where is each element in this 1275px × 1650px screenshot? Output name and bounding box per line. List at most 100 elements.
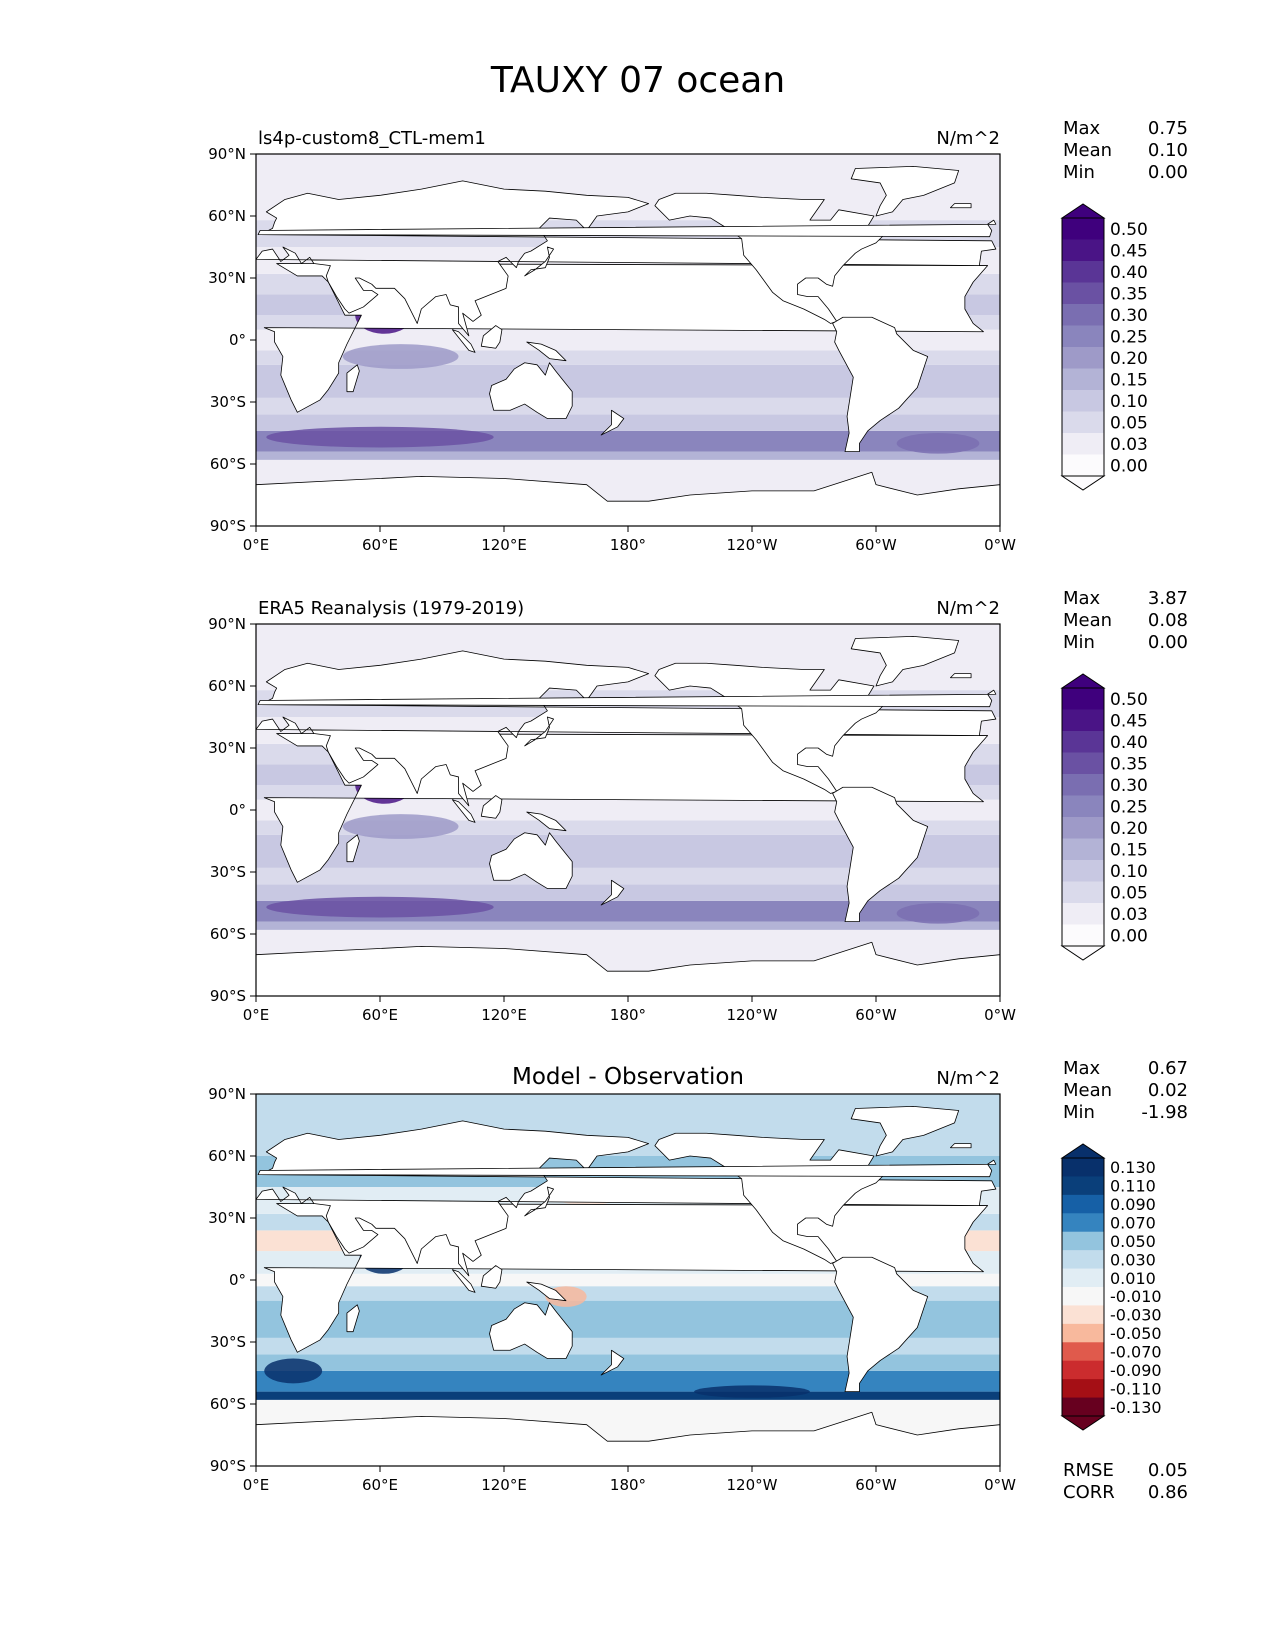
y-tick-label: 60°S — [210, 1395, 246, 1413]
panel-units: N/m^2 — [936, 1068, 1000, 1089]
colorbar-segment — [1062, 1268, 1104, 1288]
landmass-iceland — [950, 1143, 972, 1149]
colorbar-segment — [1062, 454, 1104, 477]
colorbar-segment — [1062, 1360, 1104, 1380]
landmass-uk — [257, 219, 997, 238]
y-tick-label: 90°S — [210, 987, 246, 1005]
colorbar-segment — [1062, 1194, 1104, 1214]
colorbar-segment — [1062, 817, 1104, 839]
colorbar-tick-label: 0.03 — [1110, 905, 1148, 925]
stat-value: 0.10 — [1148, 140, 1188, 161]
stat-value: -1.98 — [1141, 1102, 1188, 1123]
y-tick-label: 30°S — [210, 393, 246, 411]
contour-band — [256, 1354, 1000, 1371]
colorbar-tick-label: 0.30 — [1110, 776, 1148, 796]
x-tick-label: 120°E — [481, 536, 527, 554]
landmass-uk — [257, 1159, 997, 1178]
colorbar-extend-min — [1060, 475, 1106, 491]
colorbar-segment — [1062, 860, 1104, 882]
colorbar-tick-label: 0.15 — [1110, 370, 1148, 390]
colorbar: 0.500.450.400.350.300.250.200.150.100.05… — [1060, 673, 1148, 961]
colorbar-tick-label: 0.090 — [1110, 1195, 1156, 1214]
landmass-antarctica — [256, 471, 1000, 526]
colorbar-tick-label: 0.030 — [1110, 1250, 1156, 1269]
colorbar-segment — [1062, 795, 1104, 818]
colorbar-extend-max — [1060, 673, 1106, 689]
y-tick-label: 30°S — [210, 863, 246, 881]
landmass-wrap-south_america — [89, 317, 184, 451]
colorbar-segment — [1062, 304, 1104, 326]
panel-units: N/m^2 — [936, 598, 1000, 619]
landmass-wrap-africa — [0, 734, 244, 883]
y-tick-label: 60°N — [208, 1147, 246, 1165]
x-tick-label: 180° — [610, 1476, 646, 1494]
stat-value: 0.00 — [1148, 632, 1188, 653]
ocean-field — [0, 154, 1000, 526]
stat-label: Mean — [1063, 1080, 1112, 1101]
x-tick-label: 60°E — [362, 1006, 398, 1024]
landmass-wrap-north_america — [0, 663, 140, 793]
landmass-uk — [257, 689, 997, 708]
contour-band — [256, 1370, 1000, 1392]
contour-band — [256, 799, 1000, 821]
landmass-eurasia — [256, 1120, 997, 1277]
contour-band — [256, 1286, 1000, 1301]
y-tick-label: 60°S — [210, 455, 246, 473]
contour-patch — [694, 1385, 810, 1398]
colorbar-segment — [1062, 1305, 1104, 1325]
colorbar-tick-label: 0.45 — [1110, 711, 1148, 731]
y-tick-label: 0° — [229, 331, 246, 349]
y-tick-label: 0° — [229, 1271, 246, 1289]
landmass-wrap-south_america — [89, 1257, 184, 1391]
colorbar-extend-min — [1060, 1415, 1106, 1431]
landmass-nz — [600, 1349, 625, 1376]
landmass-new_guinea — [526, 811, 567, 832]
colorbar-segment — [1062, 774, 1104, 796]
map-panel-1: ls4p-custom8_CTL-mem1 N/m^2 0°E 60°E 120°E 18… — [0, 118, 1188, 554]
landmass-wrap-greenland — [107, 166, 214, 216]
contour-patch — [896, 433, 980, 454]
landmass-eurasia — [256, 180, 997, 337]
landmass-japan — [524, 246, 554, 277]
stat-value: 0.00 — [1148, 162, 1188, 183]
colorbar-tick-label: 0.25 — [1110, 797, 1148, 817]
stat-label: Min — [1063, 162, 1095, 183]
colorbar-segment — [1062, 1397, 1104, 1417]
colorbar-tick-label: 0.40 — [1110, 733, 1148, 753]
colorbar-segment — [1062, 1158, 1104, 1177]
landmass-japan — [524, 1186, 554, 1217]
stat-label: Max — [1063, 118, 1101, 139]
landmass-australia — [489, 362, 573, 419]
extra-stat-value: 0.05 — [1148, 1460, 1188, 1481]
colorbar-segment — [1062, 433, 1104, 455]
landmass-new_guinea — [526, 341, 567, 362]
x-tick-label: 60°E — [362, 1476, 398, 1494]
colorbar-segment — [1062, 1231, 1104, 1251]
contour-patch — [896, 903, 980, 924]
colorbar-tick-label: -0.010 — [1110, 1287, 1162, 1306]
colorbar-tick-label: -0.070 — [1110, 1343, 1162, 1362]
contour-patch — [342, 814, 459, 839]
stat-label: Min — [1063, 632, 1095, 653]
landmass-sumatra — [451, 329, 476, 353]
colorbar-tick-label: 0.30 — [1110, 306, 1148, 326]
landmass-wrap-africa — [0, 264, 244, 413]
colorbar-tick-label: 0.40 — [1110, 263, 1148, 283]
map-panel-3: Model - Observation N/m^2 0°E 60°E 120°E 180°… — [0, 1058, 1188, 1503]
landmass-wrap-south_america — [89, 787, 184, 921]
landmass-borneo — [480, 1265, 503, 1289]
colorbar-segment — [1062, 347, 1104, 369]
stat-value: 0.67 — [1148, 1058, 1188, 1079]
colorbar-tick-label: 0.10 — [1110, 392, 1148, 412]
contour-band — [256, 414, 1000, 431]
ocean-field — [0, 1094, 1000, 1466]
colorbar-segment — [1062, 1323, 1104, 1343]
x-tick-label: 120°W — [727, 1476, 778, 1494]
colorbar-segment — [1062, 1213, 1104, 1233]
colorbar-segment — [1062, 838, 1104, 861]
landmass-japan — [524, 716, 554, 747]
y-tick-label: 60°S — [210, 925, 246, 943]
colorbar-tick-label: 0.45 — [1110, 241, 1148, 261]
landmass-wrap-africa — [0, 1204, 244, 1353]
